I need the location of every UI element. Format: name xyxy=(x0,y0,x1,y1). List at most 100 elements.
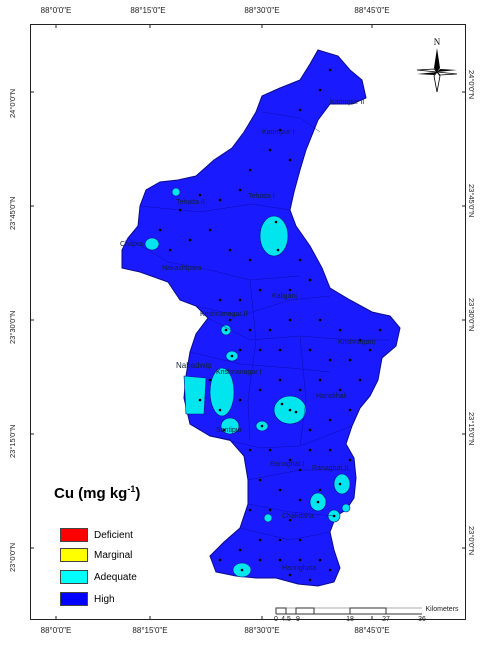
place-label-kaliganj: Kaliganj xyxy=(272,293,297,300)
sample-point xyxy=(274,220,278,224)
adequate-patch-santipur-north xyxy=(220,417,240,435)
place-label-tehatta-ii: Tehatta II xyxy=(176,199,205,206)
sample-point xyxy=(258,538,262,542)
sample-point xyxy=(258,288,262,292)
sample-points xyxy=(158,68,382,582)
sample-point xyxy=(318,88,322,92)
sample-point xyxy=(248,168,252,172)
sample-point xyxy=(348,458,352,462)
east-arrow-head xyxy=(437,69,457,72)
legend-label-deficient: Deficient xyxy=(94,529,133,541)
sample-point xyxy=(308,448,312,452)
sample-point xyxy=(238,548,242,552)
sample-point xyxy=(298,468,302,472)
east-arrow-tail xyxy=(435,71,458,76)
place-label-karimpur-ii: Karimpur II xyxy=(330,99,364,106)
sample-point xyxy=(198,398,202,402)
legend-swatch-deficient xyxy=(60,528,88,542)
sample-point xyxy=(298,108,302,112)
sample-point xyxy=(218,408,222,412)
block-boundaries xyxy=(127,111,390,541)
place-label-chakdaha: Chakdaha xyxy=(282,513,314,520)
sample-point xyxy=(258,348,262,352)
sample-point xyxy=(378,328,382,332)
sample-point xyxy=(288,318,292,322)
scale-bar-graphic xyxy=(275,607,422,615)
north-arrow-head xyxy=(434,48,440,72)
graticule-ticks xyxy=(30,24,466,620)
sample-point xyxy=(278,128,282,132)
sample-point xyxy=(228,248,232,252)
sample-point xyxy=(222,428,226,432)
south-arrow-head xyxy=(433,71,441,93)
place-label-krishnanagar-i: Krishnanagar I xyxy=(216,369,262,376)
sample-point xyxy=(328,358,332,362)
sample-point xyxy=(268,448,272,452)
north-label: N xyxy=(434,37,441,47)
lon-tick-top-88-00: 88°0'0"E xyxy=(40,6,72,15)
sample-point xyxy=(298,258,302,262)
sample-point xyxy=(332,514,336,518)
place-label-hanskhali: Hanskhali xyxy=(316,393,347,400)
lon-tick-bottom-88-45: 88°45'0"E xyxy=(354,626,390,635)
sample-point xyxy=(230,354,234,358)
sample-point xyxy=(288,158,292,162)
sample-point xyxy=(240,568,244,572)
sample-point xyxy=(328,418,332,422)
place-label-ranaghat-ii: Ranaghat II xyxy=(312,465,348,472)
sample-point xyxy=(348,358,352,362)
west-arrow-tail xyxy=(417,72,437,75)
sample-point xyxy=(328,448,332,452)
sample-point xyxy=(308,578,312,582)
place-label-krishnanagar-ii: Krishnanagar II xyxy=(200,311,248,318)
sample-point xyxy=(228,318,232,322)
west-arrow-head xyxy=(416,68,439,73)
sample-point xyxy=(258,478,262,482)
sample-point xyxy=(318,558,322,562)
sample-point xyxy=(278,348,282,352)
place-label-nabadwip: Nabadwip xyxy=(176,361,212,370)
adequate-patch-central xyxy=(209,367,235,417)
sample-point xyxy=(248,328,252,332)
sample-point xyxy=(248,448,252,452)
sample-point xyxy=(198,193,202,197)
sample-point xyxy=(328,568,332,572)
adequate-patch-north xyxy=(171,187,181,197)
lon-tick-bottom-88-15: 88°15'0"E xyxy=(132,626,168,635)
adequate-patch-west-edge xyxy=(183,375,207,415)
sample-point xyxy=(158,228,162,232)
sample-point xyxy=(308,278,312,282)
sample-point xyxy=(278,558,282,562)
sample-point xyxy=(288,458,292,462)
sample-point xyxy=(218,558,222,562)
sample-point xyxy=(268,148,272,152)
lon-tick-bottom-88-30: 88°30'0"E xyxy=(244,626,280,635)
sample-point xyxy=(298,538,302,542)
adequate-patch-east xyxy=(333,473,351,495)
sample-point xyxy=(318,318,322,322)
sample-point xyxy=(308,348,312,352)
sample-point xyxy=(348,408,352,412)
legend-row-adequate: Adequate xyxy=(60,570,137,584)
sample-point xyxy=(248,258,252,262)
sample-point xyxy=(208,228,212,232)
sample-point xyxy=(318,488,322,492)
lon-tick-top-88-15: 88°15'0"E xyxy=(130,6,166,15)
sample-point xyxy=(298,388,302,392)
sample-point xyxy=(288,573,292,577)
place-label-nakashipara: Nakashipara xyxy=(162,265,201,272)
scale-label-36: 36 xyxy=(418,616,426,623)
sample-point xyxy=(298,498,302,502)
place-label-chapra: Chapra xyxy=(120,241,143,248)
scale-label-9: 9 xyxy=(296,616,300,623)
lon-tick-top-88-45: 88°45'0"E xyxy=(354,6,390,15)
sample-point xyxy=(278,538,282,542)
sample-point xyxy=(288,288,292,292)
sample-point xyxy=(308,428,312,432)
sample-point xyxy=(338,482,342,486)
lon-tick-bottom-88-00: 88°0'0"E xyxy=(40,626,72,635)
sample-point xyxy=(358,378,362,382)
legend-label-marginal: Marginal xyxy=(94,549,133,561)
scale-unit-label: Kilometers xyxy=(425,606,459,613)
sample-point xyxy=(248,508,252,512)
